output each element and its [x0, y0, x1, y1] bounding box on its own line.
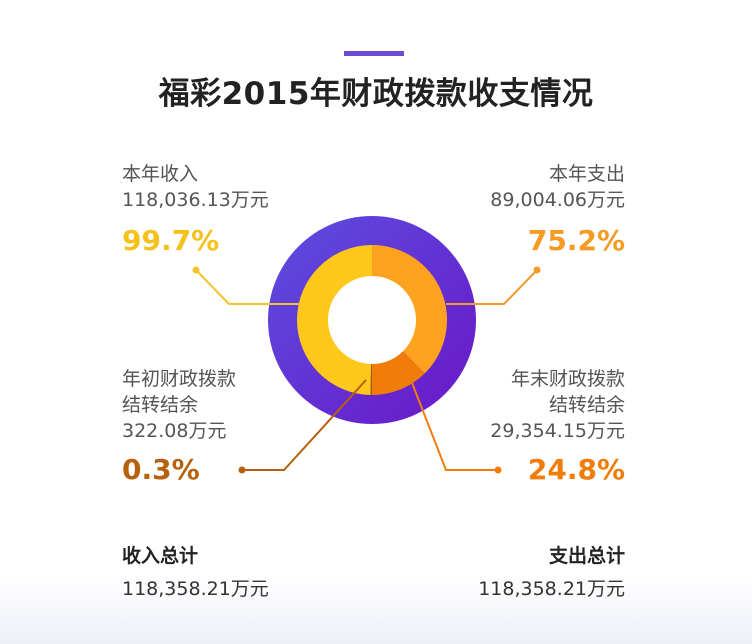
expense-amount: 89,004.06万元 [490, 189, 625, 211]
leader-dot-end-carryover [494, 466, 502, 474]
expense-name: 本年支出 [548, 163, 625, 185]
expense-label: 本年支出 89,004.06万元 [490, 161, 625, 213]
end-carryover-label: 年末财政拨款 结转结余 29,354.15万元 [490, 366, 625, 444]
title-accent-bar [344, 51, 404, 56]
expense-total-value: 118,358.21万元 [478, 578, 625, 600]
end-carryover-name-line2: 结转结余 [548, 394, 625, 416]
bottom-fade [0, 574, 752, 644]
income-amount: 118,036.13万元 [122, 189, 269, 211]
leader-line-expense [446, 269, 538, 305]
expense-percent: 75.2% [527, 224, 625, 257]
income-name: 本年收入 [122, 163, 199, 185]
leader-dot-income [192, 266, 200, 274]
start-carryover-percent: 0.3% [122, 453, 200, 486]
leader-line-income [195, 269, 300, 305]
leader-dot-expense [533, 266, 541, 274]
start-carryover-name-line1: 年初财政拨款 [122, 368, 237, 390]
start-carryover-name-line2: 结转结余 [122, 394, 199, 416]
expense-total-label: 支出总计 [548, 545, 625, 567]
income-total-value: 118,358.21万元 [122, 578, 269, 600]
income-total-label: 收入总计 [122, 545, 199, 567]
end-carryover-percent: 24.8% [527, 453, 625, 486]
end-carryover-name-line1: 年末财政拨款 [510, 368, 625, 390]
start-carryover-amount: 322.08万元 [122, 420, 227, 442]
leader-line-start-carryover [242, 379, 367, 471]
end-carryover-amount: 29,354.15万元 [490, 420, 625, 442]
leader-line-end-carryover [406, 369, 498, 471]
income-percent: 99.7% [122, 224, 220, 257]
page-title: 福彩2015年财政拨款收支情况 [158, 76, 594, 112]
income-label: 本年收入 118,036.13万元 [122, 161, 269, 213]
leader-dot-start-carryover [238, 466, 246, 474]
start-carryover-label: 年初财政拨款 结转结余 322.08万元 [122, 366, 236, 444]
donut-hole [328, 276, 416, 364]
